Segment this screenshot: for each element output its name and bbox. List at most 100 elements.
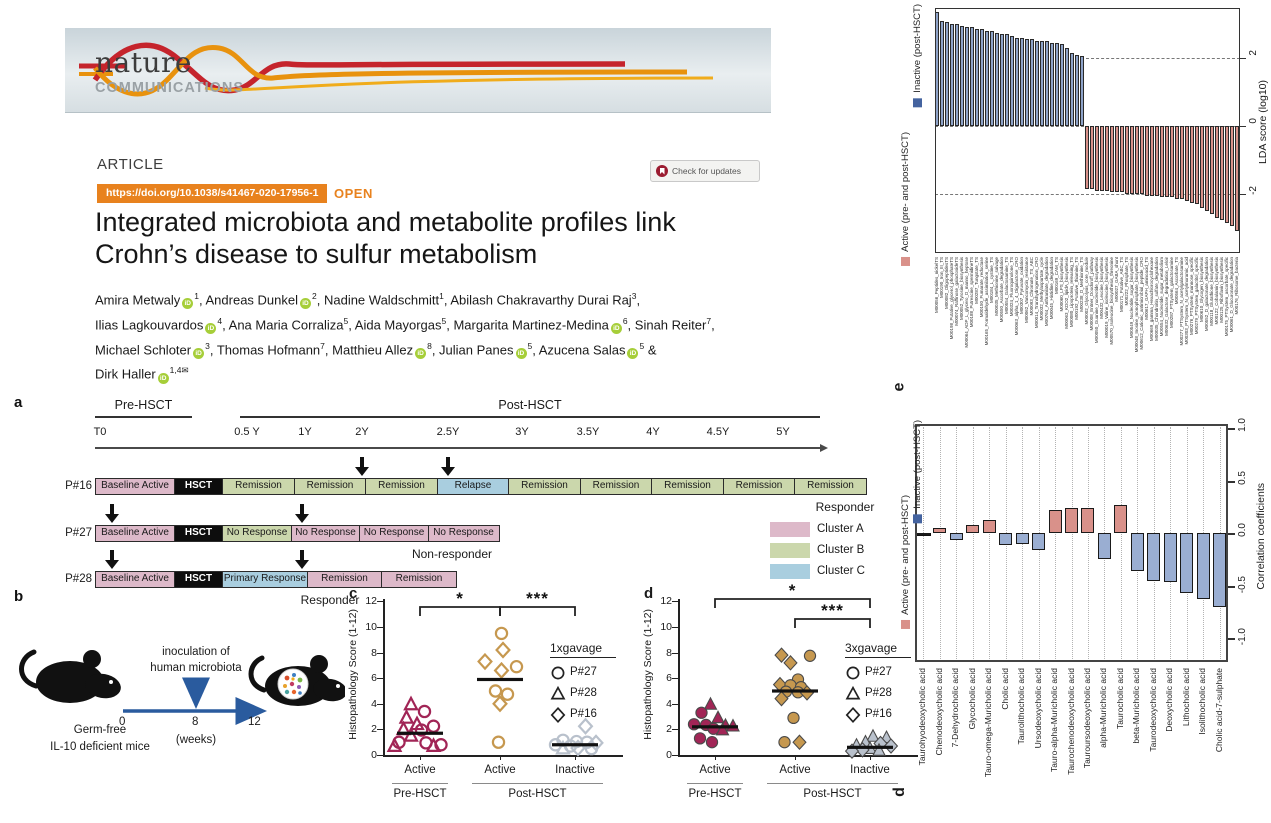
- outcome-label: Responder: [815, 500, 875, 514]
- author-affiliation: 4: [217, 315, 223, 326]
- y-tick-mark: [377, 601, 383, 603]
- author-separator: ,: [636, 292, 641, 308]
- author-affiliation: 2: [312, 291, 317, 301]
- mean-line: [847, 745, 893, 749]
- lda-bar: [1205, 126, 1210, 211]
- correlation-bar: [1114, 504, 1128, 533]
- timeline-cell-remission: Remission: [365, 478, 438, 495]
- check-for-updates-button[interactable]: Check for updates: [650, 160, 760, 182]
- bile-acid-label: Cholic acid: [999, 668, 1010, 710]
- orcid-icon[interactable]: iD: [627, 347, 639, 359]
- orcid-icon[interactable]: iD: [415, 347, 427, 359]
- lda-bar: [1180, 126, 1185, 200]
- panel-e-label: e: [890, 382, 908, 392]
- lda-bar: [1105, 126, 1110, 191]
- legend-swatch: [913, 98, 923, 108]
- section-label: Pre-HSCT: [393, 788, 447, 800]
- axis-tick-mark: [1228, 480, 1235, 483]
- timepoint-arrow-stem: [110, 550, 114, 560]
- data-point-c: [787, 711, 800, 725]
- author-name: Sinah Reiter: [634, 317, 707, 333]
- journal-name: nature: [95, 46, 192, 79]
- timeline-tick-label: 0.5 Y: [234, 426, 260, 438]
- data-point-c: [417, 704, 432, 719]
- orcid-icon[interactable]: iD: [515, 347, 527, 359]
- lda-bar: [1030, 39, 1035, 126]
- lda-bar: [1015, 37, 1020, 126]
- data-point-c: [778, 736, 791, 749]
- legend-title: 3xgavage: [845, 641, 898, 655]
- y-tick-label: 10: [365, 621, 377, 633]
- figure-panel-c-histopathology-1xgavage: c Histopathology Score (1-12) 0 2 4 6 8 10 12 * **…: [345, 583, 645, 823]
- correlation-bar: [1097, 533, 1111, 560]
- module-category-label: M00176_Ribosome_bacteria: [1234, 257, 1240, 315]
- lda-bar: [985, 30, 990, 126]
- data-point-c: [803, 649, 817, 662]
- lda-bar: [1140, 126, 1145, 194]
- legend-swatch: [901, 619, 911, 629]
- lda-bar: [1175, 126, 1180, 200]
- section-label: Post-HSCT: [508, 788, 567, 800]
- lda-bar: [950, 24, 955, 126]
- data-point-t: [386, 737, 403, 752]
- lda-bar: [1170, 126, 1175, 198]
- y-tick-mark: [672, 729, 678, 731]
- timepoint-arrow-head: [295, 560, 309, 569]
- author-name: Aida Mayorgas: [354, 317, 442, 333]
- orcid-icon[interactable]: iD: [182, 298, 194, 310]
- article-title: Integrated microbiota and metabolite pro…: [95, 207, 676, 269]
- correlation-bar: [982, 520, 996, 533]
- orcid-icon[interactable]: iD: [193, 347, 205, 359]
- orcid-icon[interactable]: iD: [157, 372, 169, 384]
- figure-panel-e-lda-scores: 2 0 -2 LDA score (log10) Inactive (post-HSC…: [890, 0, 1271, 398]
- axis-tick-mark: [1228, 428, 1235, 430]
- data-point-t: [703, 696, 718, 710]
- correlation-axis-title: Correlation coefficients: [1255, 483, 1267, 590]
- author-affiliation: 3: [205, 340, 210, 351]
- lda-bar: [1185, 126, 1190, 201]
- orcid-icon[interactable]: iD: [610, 323, 622, 335]
- data-point-d: [495, 641, 511, 659]
- cluster-legend-swatch: [770, 543, 810, 558]
- category-gridline: [1071, 427, 1073, 659]
- section-rule: [767, 783, 898, 784]
- series-legend: Active (pre- and post-HSCT): [900, 132, 911, 269]
- week-12-tick: 12: [248, 716, 261, 728]
- author-separator: ,: [446, 317, 454, 333]
- timeline-tick-label: 1Y: [298, 426, 312, 438]
- bile-acid-label: Taurodeoxycholic acid: [1147, 668, 1158, 752]
- correlation-bar: [1213, 533, 1227, 607]
- patient-id-label: P#16: [65, 480, 92, 492]
- x-axis-line: [678, 755, 918, 757]
- lda-bar: [1000, 34, 1005, 126]
- legend-entry-label: P#27: [570, 666, 597, 678]
- author-separator: ,: [627, 317, 635, 333]
- lda-bar: [1070, 52, 1075, 126]
- orcid-icon[interactable]: iD: [300, 298, 311, 310]
- data-point-d: [493, 661, 510, 680]
- y-axis-line: [678, 598, 680, 755]
- author-name: Andreas Dunkel: [205, 292, 299, 308]
- timepoint-arrow-head: [295, 514, 309, 523]
- data-point-c: [434, 738, 448, 752]
- author-name: Abilash Chakravarthy Durai Raj: [450, 292, 632, 308]
- section-rule: [392, 783, 448, 784]
- weeks-axis-label: (weeks): [175, 734, 217, 746]
- lda-bar: [1010, 35, 1015, 126]
- x-tick-mark: [500, 755, 501, 760]
- orcid-icon[interactable]: iD: [205, 323, 217, 335]
- lda-bar: [1095, 126, 1100, 191]
- timeline-cell-no-response: No Response: [427, 525, 500, 542]
- x-group-label: Active: [699, 764, 731, 776]
- author-affiliation: 8: [427, 340, 432, 351]
- lda-bar: [1075, 54, 1080, 126]
- significance-stars: ***: [821, 601, 844, 620]
- patient-id-label: P#27: [65, 527, 92, 539]
- data-point-t: [715, 722, 730, 736]
- doi-link[interactable]: https://doi.org/10.1038/s41467-020-17956…: [97, 184, 328, 203]
- pre-hsct-header: Pre-HSCT: [114, 398, 173, 412]
- author-affiliation: 5: [441, 315, 447, 326]
- author-name: Julian Panes: [439, 341, 514, 357]
- author-separator: ,: [443, 292, 451, 308]
- cluster-legend-label: Cluster A: [817, 523, 864, 535]
